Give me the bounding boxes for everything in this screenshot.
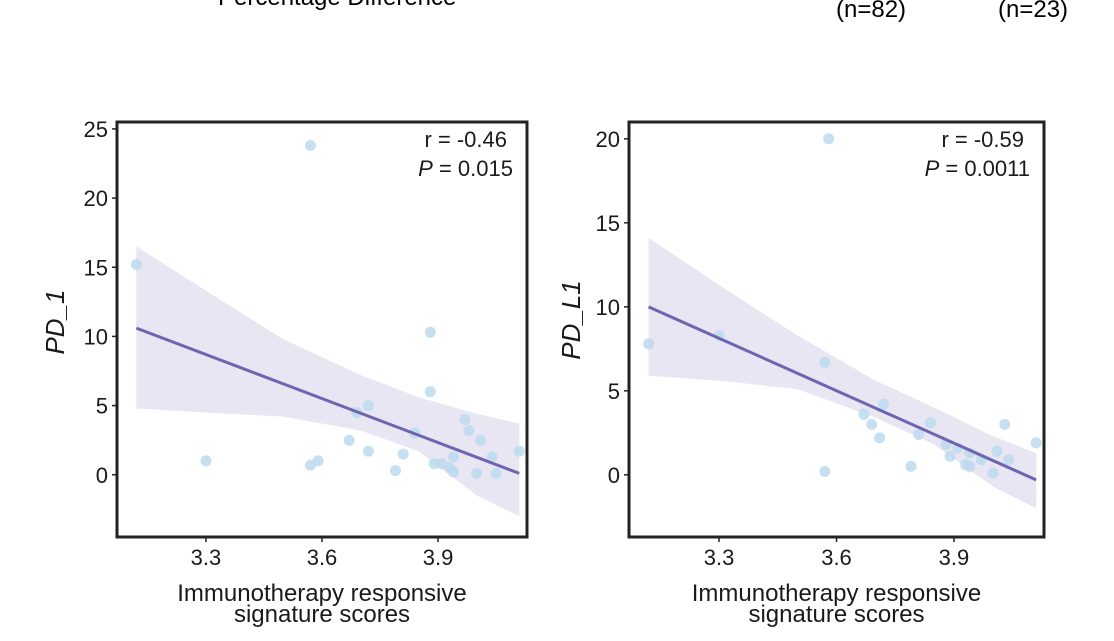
panel-2-data-point	[823, 133, 835, 145]
panel-2-data-point	[643, 338, 655, 350]
panel-2-confidence-band	[648, 237, 1037, 509]
panel-1-data-point	[200, 455, 212, 467]
panel-1-data-point	[424, 386, 436, 398]
panel-1-data-point	[312, 455, 324, 467]
panel-1-y-tick-label: 10	[84, 324, 108, 349]
panel-1-stat-p: P = 0.015	[418, 156, 513, 181]
panel-2-data-point	[964, 460, 976, 472]
panel-2: 0 5 10 15 20 3.3 3.6 3.9 Immunotherapy responsiv…	[556, 120, 1046, 628]
panel-1-data-point	[448, 451, 459, 463]
panel-1-data-point	[390, 465, 401, 477]
panel-2-data-point	[1003, 454, 1015, 466]
panel-1-data-point	[459, 413, 471, 425]
panel-1-stat-p-value: = 0.015	[433, 156, 513, 181]
panel-1-y-tick-label: 0	[96, 463, 108, 488]
panel-1-stat-r: r = -0.46	[424, 127, 507, 152]
panel-2-data-point	[925, 417, 936, 429]
sample-size-right: (n=23)	[998, 0, 1069, 23]
panel-1-regression-line	[135, 326, 520, 475]
panel-2-x-axis-title-line2: signature scores	[748, 601, 924, 628]
panel-1-data-point	[513, 445, 525, 457]
panel-2-stat-p: P = 0.0011	[925, 156, 1030, 181]
panel-1-x-axis-title-line2: signature scores	[234, 601, 410, 628]
panel-1-data-point	[343, 434, 355, 446]
panel-2-y-tick-label: 20	[596, 127, 620, 152]
sample-size-left: (n=82)	[836, 0, 907, 23]
panel-1-data-point	[304, 140, 316, 151]
panel-2-y-axis-title: PD_L1	[556, 280, 586, 360]
panel-1-data-point	[362, 400, 374, 412]
panel-2-data-point	[999, 418, 1011, 430]
panel-1-data-point	[471, 467, 483, 479]
panel-1: 0 5 10 15 20 25 3.3 3.6 3.9 Immunotherapy respons…	[40, 117, 529, 628]
panel-2-x-axis-title-line1: Immunotherapy responsive	[692, 580, 981, 607]
panel-1-x-axis-title-line1: Immunotherapy responsive	[177, 580, 466, 607]
panel-1-y-tick-label: 25	[84, 117, 108, 142]
panel-1-y-axis-title: PD_1	[40, 289, 70, 354]
panel-1-data-point	[448, 466, 459, 478]
panel-2-data-point	[913, 429, 925, 440]
panel-2-stat-p-symbol: P	[925, 156, 940, 181]
panel-2-y-tick-label: 10	[596, 295, 620, 320]
panel-2-stat-r: r = -0.59	[941, 127, 1024, 152]
panel-1-data-point	[424, 326, 436, 338]
panel-2-data-point	[858, 408, 870, 420]
panel-2-y-tick-label: 0	[608, 463, 620, 488]
panel-2-data-point	[878, 398, 889, 410]
panel-2-y-tick-label: 5	[608, 379, 620, 404]
panel-1-x-tick-label: 3.6	[307, 545, 338, 570]
panel-1-data-point	[428, 458, 440, 470]
panel-1-data-point	[475, 434, 487, 446]
panel-1-data-point	[130, 259, 142, 270]
panel-1-confidence-band	[136, 246, 520, 517]
panel-2-data-point	[987, 467, 999, 479]
panel-1-x-tick-label: 3.9	[423, 545, 454, 570]
panel-2-data-point	[866, 418, 878, 430]
panel-2-stat-p-value: = 0.0011	[939, 156, 1030, 181]
panel-1-data-point	[362, 445, 374, 457]
panel-2-data-point	[1030, 437, 1042, 449]
panel-1-x-tick-label: 3.3	[191, 545, 222, 570]
panel-2-data-point	[944, 450, 956, 462]
panel-2-data-point	[991, 445, 1003, 457]
panel-1-data-point	[490, 467, 502, 479]
panel-2-x-tick-label: 3.3	[704, 545, 735, 570]
panel-1-stat-p-symbol: P	[418, 156, 433, 181]
panel-2-data-point	[819, 466, 831, 477]
panel-1-data-point	[397, 448, 409, 460]
panel-2-regression-line	[647, 305, 1037, 482]
panel-2-x-tick-label: 3.6	[821, 545, 852, 570]
panel-1-y-tick-label: 15	[84, 255, 108, 280]
panel-2-data-point	[819, 356, 831, 368]
panel-1-data-point	[463, 425, 475, 436]
panel-1-y-tick-label: 20	[84, 186, 108, 211]
panel-1-y-tick-label: 5	[96, 394, 108, 419]
panel-2-x-tick-label: 3.9	[939, 545, 970, 570]
panel-2-y-tick-label: 15	[596, 211, 620, 236]
panel-2-data-point	[905, 460, 917, 472]
panel-1-data-point	[486, 451, 498, 463]
cut-title-fragment: Percentage Difference	[218, 0, 456, 10]
panel-2-data-point	[874, 432, 886, 444]
